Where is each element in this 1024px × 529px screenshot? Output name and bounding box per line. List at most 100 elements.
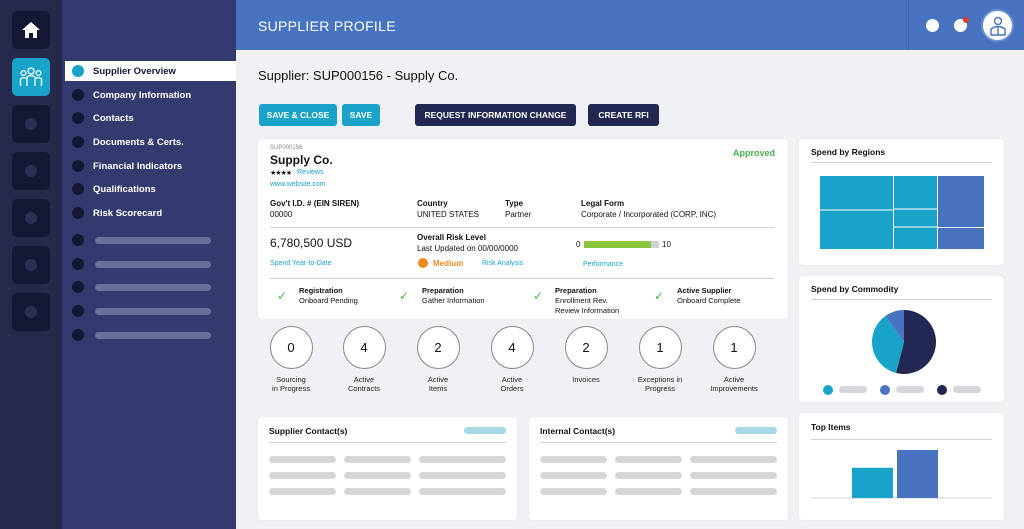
supplier-summary-card: SUP000156 Supply Co. ★★★★ Reviews www.we… — [258, 139, 788, 319]
check-icon: ✓ — [277, 289, 288, 303]
supplier-contacts-card: Supplier Contact(s) — [258, 417, 517, 520]
step-title: Preparation — [422, 286, 464, 295]
nav-item-placeholder[interactable] — [65, 254, 236, 274]
risk-level-label: Overall Risk Level — [417, 233, 486, 242]
nav-item-label: Qualifications — [93, 183, 156, 195]
nav-item-placeholder[interactable] — [65, 325, 236, 345]
risk-level-indicator — [418, 258, 428, 268]
step-title: Registration — [299, 286, 343, 295]
performance-bar-track — [584, 241, 659, 248]
nav-item-supplier-overview[interactable]: Supplier Overview — [65, 61, 236, 81]
divider — [811, 162, 992, 163]
suppliers-button[interactable] — [12, 58, 50, 96]
nav-item-placeholder[interactable] — [65, 277, 236, 297]
rail-button-5[interactable] — [12, 199, 50, 237]
text-placeholder — [690, 488, 777, 495]
nav-bullet — [72, 207, 84, 219]
performance-link[interactable]: Performance — [583, 261, 624, 268]
text-placeholder — [95, 236, 211, 244]
request-information-change-button[interactable]: REQUEST INFORMATION CHANGE — [415, 104, 576, 126]
stat-label: Active Improvements — [710, 375, 758, 394]
step-title: Preparation — [555, 286, 597, 295]
text-placeholder — [269, 472, 336, 479]
treemap-region — [894, 176, 937, 249]
stat-value: 4 — [490, 326, 534, 369]
app-icon-rail — [0, 0, 62, 529]
check-icon: ✓ — [399, 289, 410, 303]
stat-label: Sourcing in Progress — [272, 375, 310, 394]
treemap-region — [938, 228, 984, 249]
placeholder-icon — [25, 306, 37, 318]
nav-item-label: Supplier Overview — [93, 65, 176, 77]
regions-treemap[interactable] — [820, 176, 984, 249]
stat-label: Exceptions in Progress — [637, 375, 683, 394]
stat-improvements[interactable]: 1 Active Improvements — [704, 326, 764, 394]
nav-item-documents[interactable]: Documents & Certs. — [65, 132, 236, 152]
people-group-icon — [19, 67, 43, 86]
country-value: UNITED STATES — [417, 210, 479, 219]
pie-slice-blue[interactable] — [885, 310, 904, 342]
step-title: Active Supplier — [677, 286, 732, 295]
top-items-bar-chart[interactable] — [811, 443, 992, 499]
spend-by-regions-title: Spend by Regions — [811, 147, 886, 157]
website-link[interactable]: www.website.com — [270, 181, 326, 188]
nav-item-qualifications[interactable]: Qualifications — [65, 179, 236, 199]
risk-analysis-link[interactable]: Risk Analysis — [482, 260, 524, 267]
bell-icon[interactable] — [954, 17, 969, 32]
stat-invoices[interactable]: 2 Invoices — [556, 326, 616, 384]
stat-orders[interactable]: 4 Active Orders — [482, 326, 542, 394]
text-placeholder — [540, 456, 607, 463]
home-button[interactable] — [12, 11, 50, 49]
govt-id-value: 00000 — [270, 210, 293, 219]
nav-bullet — [72, 89, 84, 101]
nav-item-placeholder[interactable] — [65, 230, 236, 250]
rail-button-7[interactable] — [12, 293, 50, 331]
nav-item-label: Company Information — [93, 89, 192, 101]
rail-button-4[interactable] — [12, 152, 50, 190]
stat-label: Active Contracts — [347, 375, 381, 394]
save-close-button[interactable]: SAVE & CLOSE — [259, 104, 337, 126]
spend-ytd-link[interactable]: Spend Year-to-Date — [270, 260, 332, 267]
nav-item-financial-indicators[interactable]: Financial Indicators — [65, 156, 236, 176]
text-placeholder — [896, 386, 924, 393]
rail-button-3[interactable] — [12, 105, 50, 143]
reviews-link[interactable]: Reviews — [297, 169, 324, 176]
top-item-bar[interactable] — [852, 467, 893, 498]
avatar[interactable] — [981, 9, 1014, 42]
stat-exceptions[interactable]: 1 Exceptions in Progress — [630, 326, 690, 394]
pie-slice-navy[interactable] — [896, 310, 936, 374]
text-placeholder — [690, 472, 777, 479]
commodity-pie-chart[interactable] — [871, 309, 937, 375]
stat-sourcing[interactable]: 0 Sourcing in Progress — [261, 326, 321, 394]
supplier-heading: Supplier: SUP000156 - Supply Co. — [258, 68, 459, 83]
menu-icon[interactable] — [926, 19, 939, 32]
rail-button-6[interactable] — [12, 246, 50, 284]
stat-items[interactable]: 2 Active Items — [408, 326, 468, 394]
text-placeholder — [95, 307, 211, 315]
nav-item-risk-scorecard[interactable]: Risk Scorecard — [65, 203, 236, 223]
create-rfi-button[interactable]: CREATE RFI — [588, 104, 659, 126]
save-button[interactable]: SAVE — [342, 104, 380, 126]
stat-label: Active Orders — [500, 375, 524, 394]
step-subtitle: Gather Information — [422, 296, 485, 305]
top-item-bar[interactable] — [897, 450, 938, 498]
notification-badge — [963, 17, 969, 23]
stat-value: 2 — [416, 326, 460, 369]
spend-ytd-value: 6,780,500 USD — [270, 236, 353, 250]
type-value: Partner — [505, 210, 532, 219]
text-placeholder — [419, 488, 506, 495]
nav-item-contacts[interactable]: Contacts — [65, 108, 236, 128]
action-placeholder[interactable] — [735, 427, 777, 434]
pie-slice-teal[interactable] — [872, 316, 904, 373]
nav-bullet — [72, 258, 84, 270]
nav-item-placeholder[interactable] — [65, 301, 236, 321]
risk-level-value: Medium — [433, 259, 464, 268]
supplier-contacts-title: Supplier Contact(s) — [269, 426, 348, 436]
nav-item-company-information[interactable]: Company Information — [65, 85, 236, 105]
top-items-card: Top Items — [799, 413, 1004, 520]
stat-contracts[interactable]: 4 Active Contracts — [334, 326, 394, 394]
action-placeholder[interactable] — [464, 427, 506, 434]
check-icon: ✓ — [533, 289, 544, 303]
stat-value: 2 — [564, 326, 608, 369]
stat-value: 1 — [638, 326, 682, 369]
